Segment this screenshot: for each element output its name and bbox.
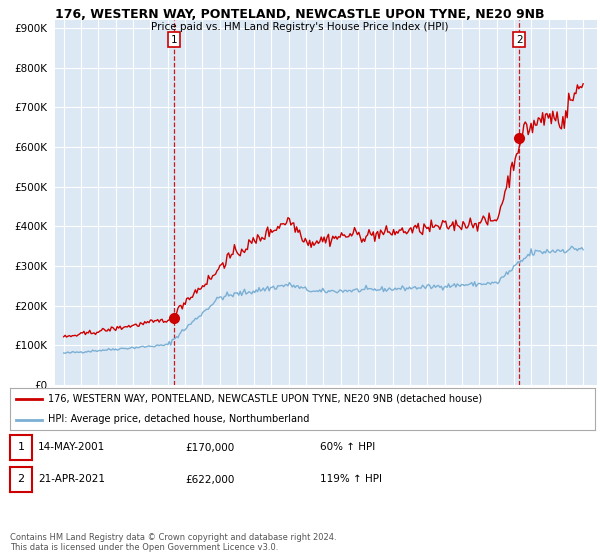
Text: 21-APR-2021: 21-APR-2021 bbox=[38, 474, 105, 484]
Text: £170,000: £170,000 bbox=[185, 442, 234, 452]
Text: 2: 2 bbox=[516, 35, 523, 45]
Text: £622,000: £622,000 bbox=[185, 474, 235, 484]
Text: 1: 1 bbox=[17, 442, 25, 452]
Text: HPI: Average price, detached house, Northumberland: HPI: Average price, detached house, Nort… bbox=[48, 414, 310, 424]
Text: Contains HM Land Registry data © Crown copyright and database right 2024.
This d: Contains HM Land Registry data © Crown c… bbox=[10, 533, 337, 552]
Text: 60% ↑ HPI: 60% ↑ HPI bbox=[320, 442, 375, 452]
Text: 176, WESTERN WAY, PONTELAND, NEWCASTLE UPON TYNE, NE20 9NB: 176, WESTERN WAY, PONTELAND, NEWCASTLE U… bbox=[55, 8, 545, 21]
Text: 176, WESTERN WAY, PONTELAND, NEWCASTLE UPON TYNE, NE20 9NB (detached house): 176, WESTERN WAY, PONTELAND, NEWCASTLE U… bbox=[48, 394, 482, 404]
Text: 1: 1 bbox=[170, 35, 177, 45]
Text: 119% ↑ HPI: 119% ↑ HPI bbox=[320, 474, 382, 484]
Text: Price paid vs. HM Land Registry's House Price Index (HPI): Price paid vs. HM Land Registry's House … bbox=[151, 22, 449, 32]
Text: 2: 2 bbox=[17, 474, 25, 484]
Text: 14-MAY-2001: 14-MAY-2001 bbox=[38, 442, 105, 452]
